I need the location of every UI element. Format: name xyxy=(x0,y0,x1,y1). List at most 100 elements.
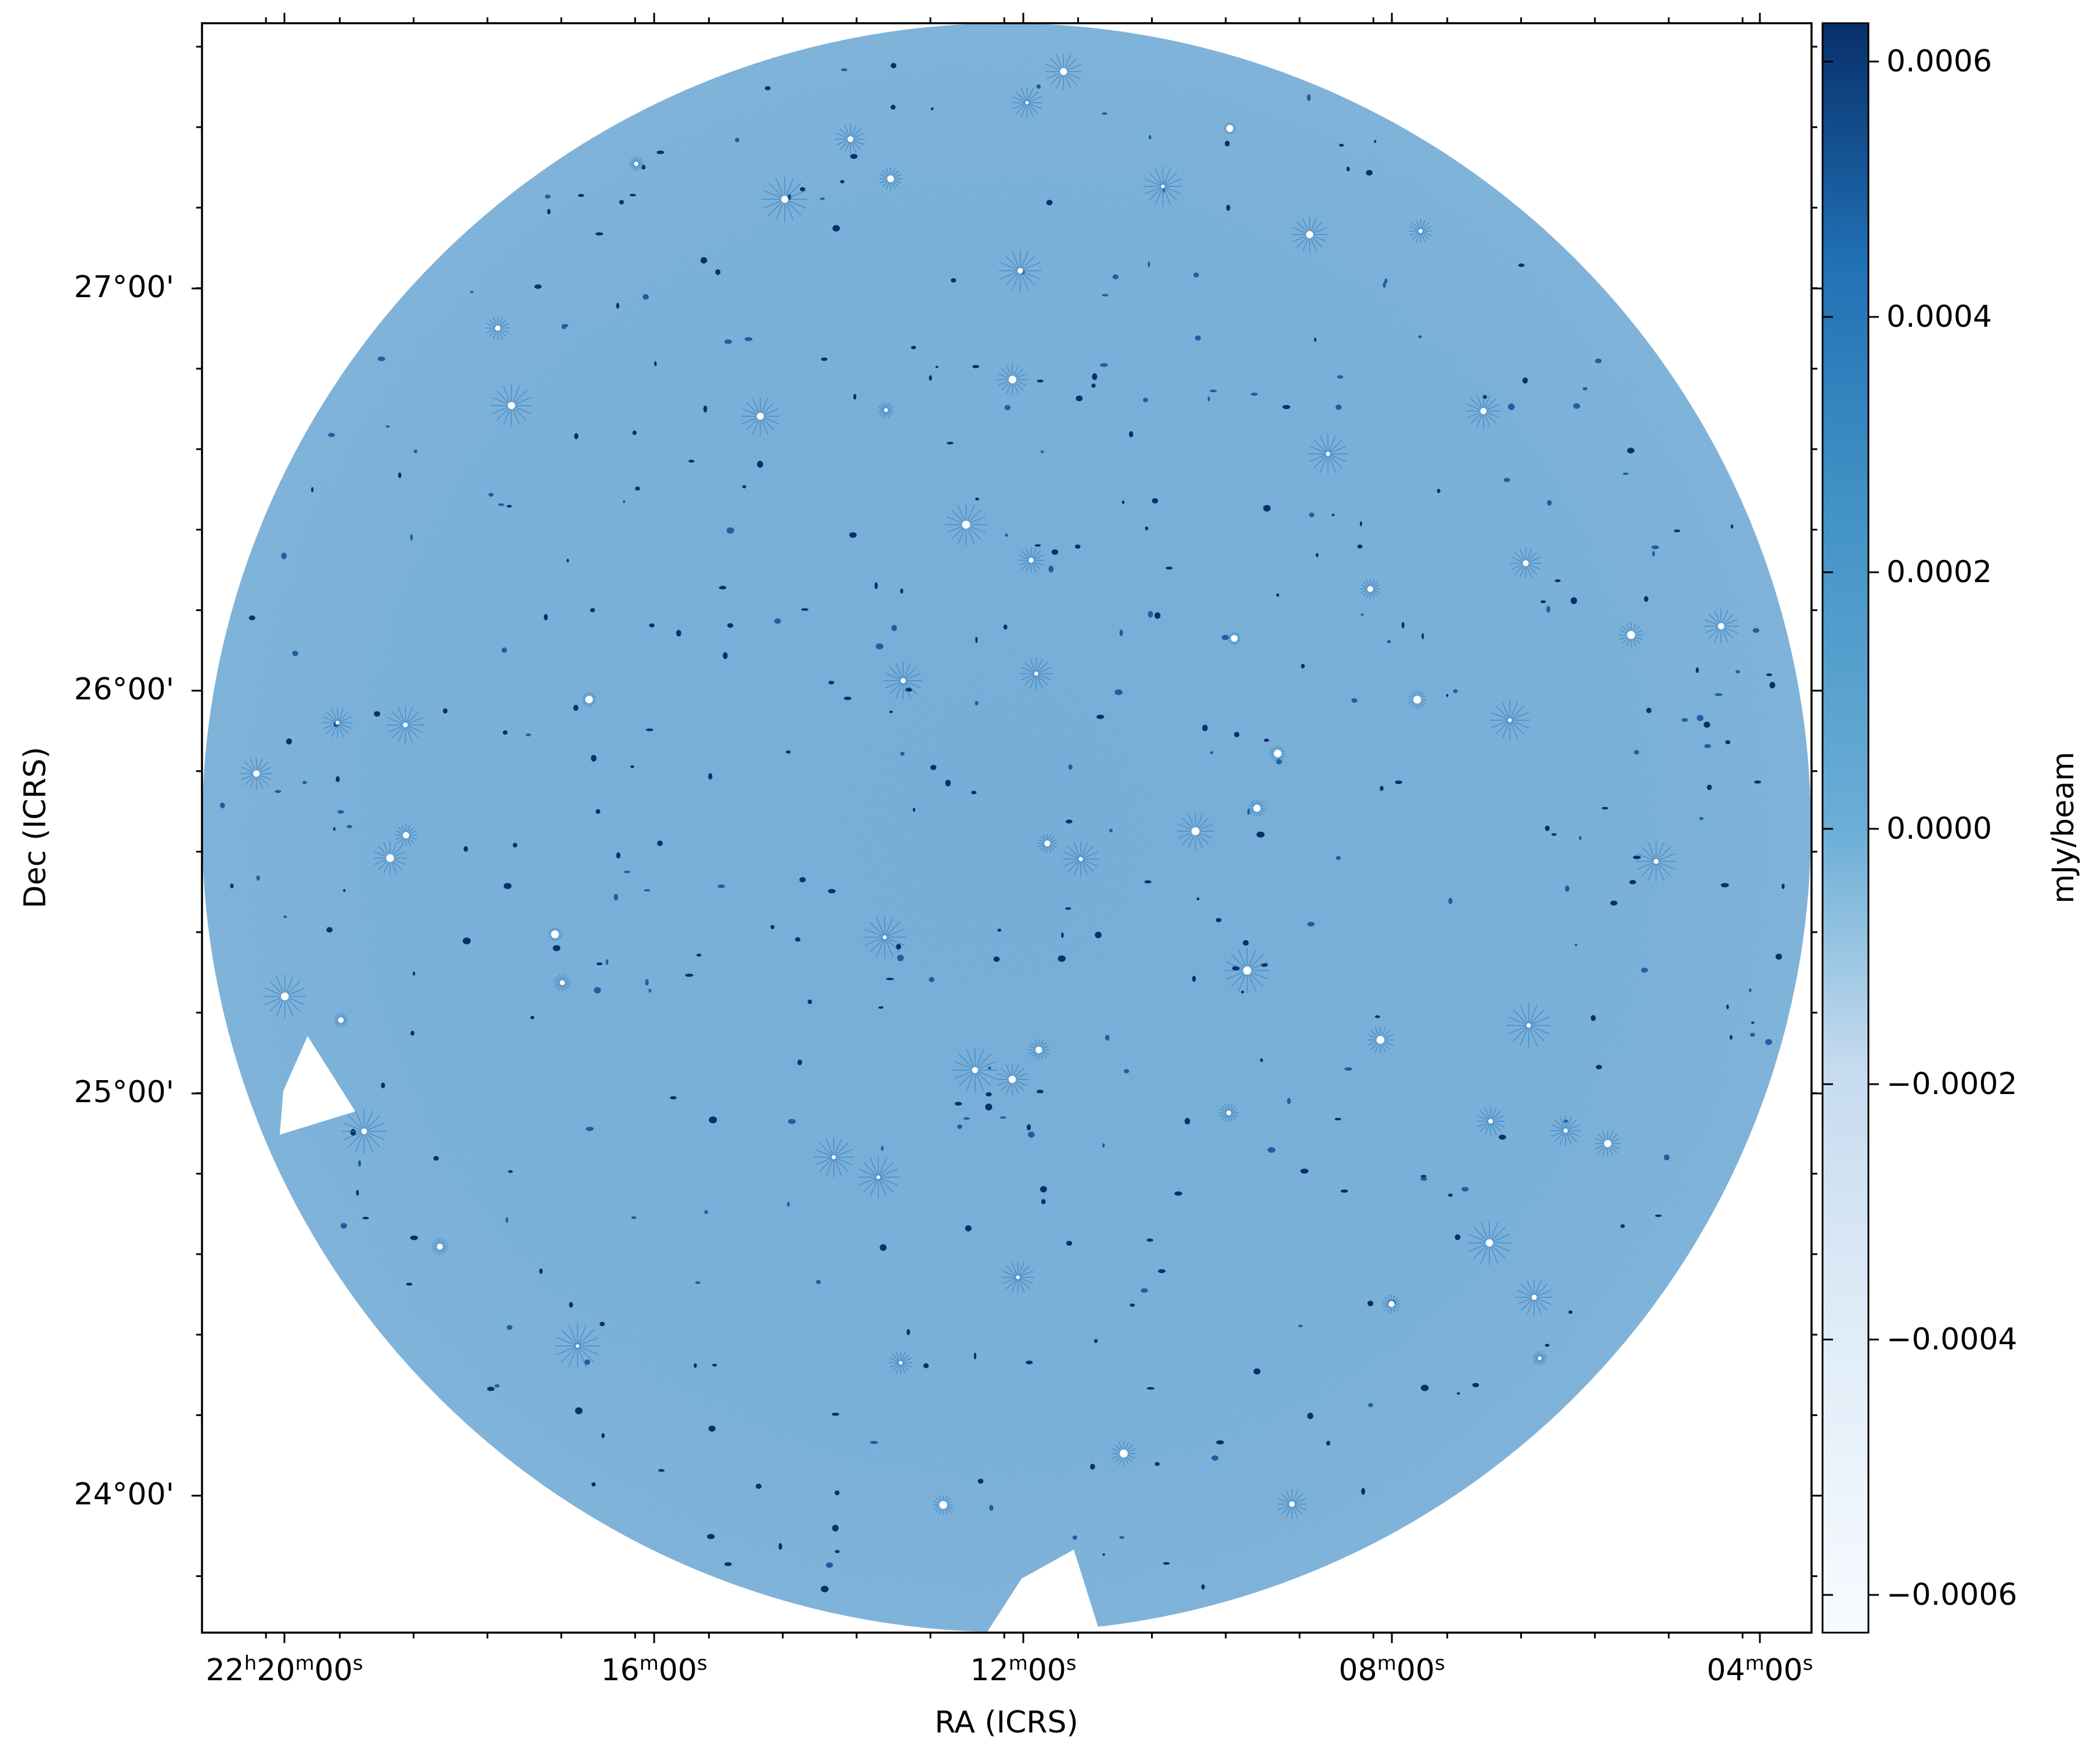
point-source xyxy=(1072,1535,1077,1540)
point-source xyxy=(1300,1168,1309,1174)
bright-source xyxy=(1466,393,1502,429)
point-source xyxy=(410,1235,418,1240)
point-source xyxy=(1154,1462,1160,1466)
point-source xyxy=(1579,836,1582,840)
point-source xyxy=(807,999,813,1004)
point-source xyxy=(1673,529,1680,532)
point-source xyxy=(1682,718,1688,722)
point-source xyxy=(963,1117,970,1120)
point-source xyxy=(1570,597,1578,604)
bright-source xyxy=(813,1137,854,1178)
point-source xyxy=(1374,1015,1380,1018)
point-source xyxy=(1437,489,1441,493)
point-source xyxy=(1508,403,1515,410)
point-source xyxy=(543,613,548,620)
point-source xyxy=(1418,335,1422,338)
point-source xyxy=(1276,759,1282,764)
point-source xyxy=(1374,140,1377,143)
bright-source xyxy=(240,757,273,790)
point-source xyxy=(929,977,934,983)
point-source xyxy=(975,497,979,501)
point-source xyxy=(292,651,298,656)
point-source xyxy=(726,527,734,534)
point-source xyxy=(989,1504,994,1511)
point-source xyxy=(707,1533,715,1539)
point-source xyxy=(1545,825,1550,831)
point-source xyxy=(281,553,287,559)
point-source xyxy=(1384,278,1388,284)
point-source xyxy=(283,915,287,919)
point-source xyxy=(578,194,584,197)
bright-source xyxy=(1011,86,1043,118)
point-source xyxy=(870,1441,878,1444)
point-source xyxy=(1596,1064,1603,1070)
point-source xyxy=(1034,544,1041,547)
point-source xyxy=(708,1425,716,1432)
point-source xyxy=(635,486,640,491)
point-source xyxy=(1326,1441,1330,1446)
point-source xyxy=(825,1562,833,1568)
point-source xyxy=(694,1363,697,1368)
point-source xyxy=(1601,807,1608,810)
bright-source xyxy=(553,974,571,992)
point-source xyxy=(410,534,413,541)
point-source xyxy=(874,582,878,590)
point-source xyxy=(594,987,601,994)
point-source xyxy=(1027,1131,1035,1138)
bright-source xyxy=(1017,547,1045,574)
point-source xyxy=(896,944,901,950)
point-source xyxy=(1338,143,1344,147)
point-source xyxy=(619,200,624,205)
bright-source xyxy=(629,156,644,171)
point-source xyxy=(1395,780,1402,785)
point-source xyxy=(413,449,418,453)
point-source xyxy=(703,405,708,413)
point-source xyxy=(275,790,282,793)
point-source xyxy=(1455,1234,1460,1240)
point-source xyxy=(1211,1455,1219,1461)
point-source xyxy=(1298,1324,1303,1327)
point-source xyxy=(1309,512,1315,518)
point-source xyxy=(1184,1118,1190,1125)
point-source xyxy=(986,1092,992,1097)
point-source xyxy=(1003,624,1008,630)
point-source xyxy=(1234,731,1240,738)
point-source xyxy=(900,589,904,594)
point-source xyxy=(632,430,637,435)
point-source xyxy=(945,779,951,786)
point-source xyxy=(1547,500,1552,506)
colorbar-tick-label: −0.0002 xyxy=(1886,1067,2018,1102)
point-source xyxy=(1726,1004,1729,1009)
bright-source xyxy=(386,705,425,745)
point-source xyxy=(584,1359,590,1365)
bright-source xyxy=(889,1351,912,1374)
point-source xyxy=(1420,1384,1429,1391)
y-tick-label: 24°00' xyxy=(74,1477,174,1512)
colorbar-tick-label: −0.0004 xyxy=(1886,1322,2018,1357)
point-source xyxy=(1282,405,1290,409)
point-source xyxy=(971,790,977,795)
point-source xyxy=(816,1280,821,1284)
y-tick-label: 27°00' xyxy=(74,270,174,305)
bright-source xyxy=(997,364,1028,395)
point-source xyxy=(600,1322,605,1326)
point-source xyxy=(1357,544,1363,549)
point-source xyxy=(1664,1154,1670,1161)
point-source xyxy=(1456,1392,1460,1395)
bright-source xyxy=(945,504,987,546)
point-source xyxy=(539,1268,543,1274)
point-source xyxy=(1243,940,1249,946)
x-tick-label: 08m00s xyxy=(1338,1652,1445,1688)
point-source xyxy=(742,485,746,489)
point-source xyxy=(586,1127,594,1131)
point-source xyxy=(973,1352,977,1360)
point-source xyxy=(1148,611,1153,618)
bright-source xyxy=(1635,841,1677,882)
point-source xyxy=(1143,398,1148,403)
point-source xyxy=(1644,596,1648,602)
point-source xyxy=(929,375,932,381)
point-source xyxy=(1781,883,1785,889)
point-source xyxy=(1026,1360,1033,1364)
point-source xyxy=(1267,1147,1276,1153)
